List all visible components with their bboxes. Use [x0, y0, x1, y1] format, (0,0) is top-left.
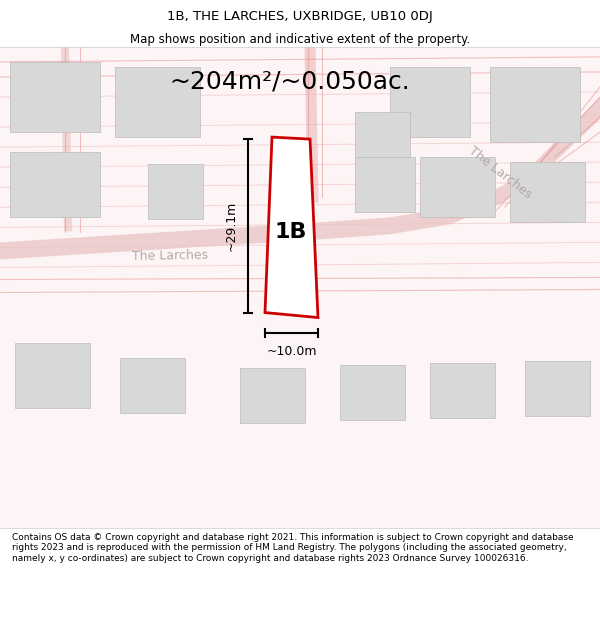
Bar	[340, 365, 405, 420]
Bar	[115, 67, 200, 137]
Bar	[490, 67, 580, 142]
Text: ~204m²/~0.050ac.: ~204m²/~0.050ac.	[170, 70, 410, 94]
Bar	[355, 157, 415, 212]
Bar	[10, 152, 100, 218]
Text: ~29.1m: ~29.1m	[225, 201, 238, 251]
Bar	[510, 162, 585, 222]
Bar	[120, 357, 185, 413]
Polygon shape	[0, 97, 600, 259]
Bar	[240, 368, 305, 423]
Bar	[390, 67, 470, 137]
Text: The Larches: The Larches	[132, 248, 208, 262]
Text: 1B: 1B	[275, 222, 307, 243]
Bar	[15, 342, 90, 408]
Bar	[148, 164, 203, 219]
Text: Contains OS data © Crown copyright and database right 2021. This information is : Contains OS data © Crown copyright and d…	[12, 533, 574, 562]
Bar	[10, 62, 100, 132]
Bar	[430, 362, 495, 418]
Text: 1B, THE LARCHES, UXBRIDGE, UB10 0DJ: 1B, THE LARCHES, UXBRIDGE, UB10 0DJ	[167, 10, 433, 23]
Bar	[355, 112, 410, 157]
Polygon shape	[265, 137, 318, 318]
Bar	[420, 157, 495, 218]
Text: The Larches: The Larches	[466, 144, 534, 201]
Text: Map shows position and indicative extent of the property.: Map shows position and indicative extent…	[130, 32, 470, 46]
Bar	[525, 361, 590, 416]
Text: ~10.0m: ~10.0m	[266, 344, 317, 357]
